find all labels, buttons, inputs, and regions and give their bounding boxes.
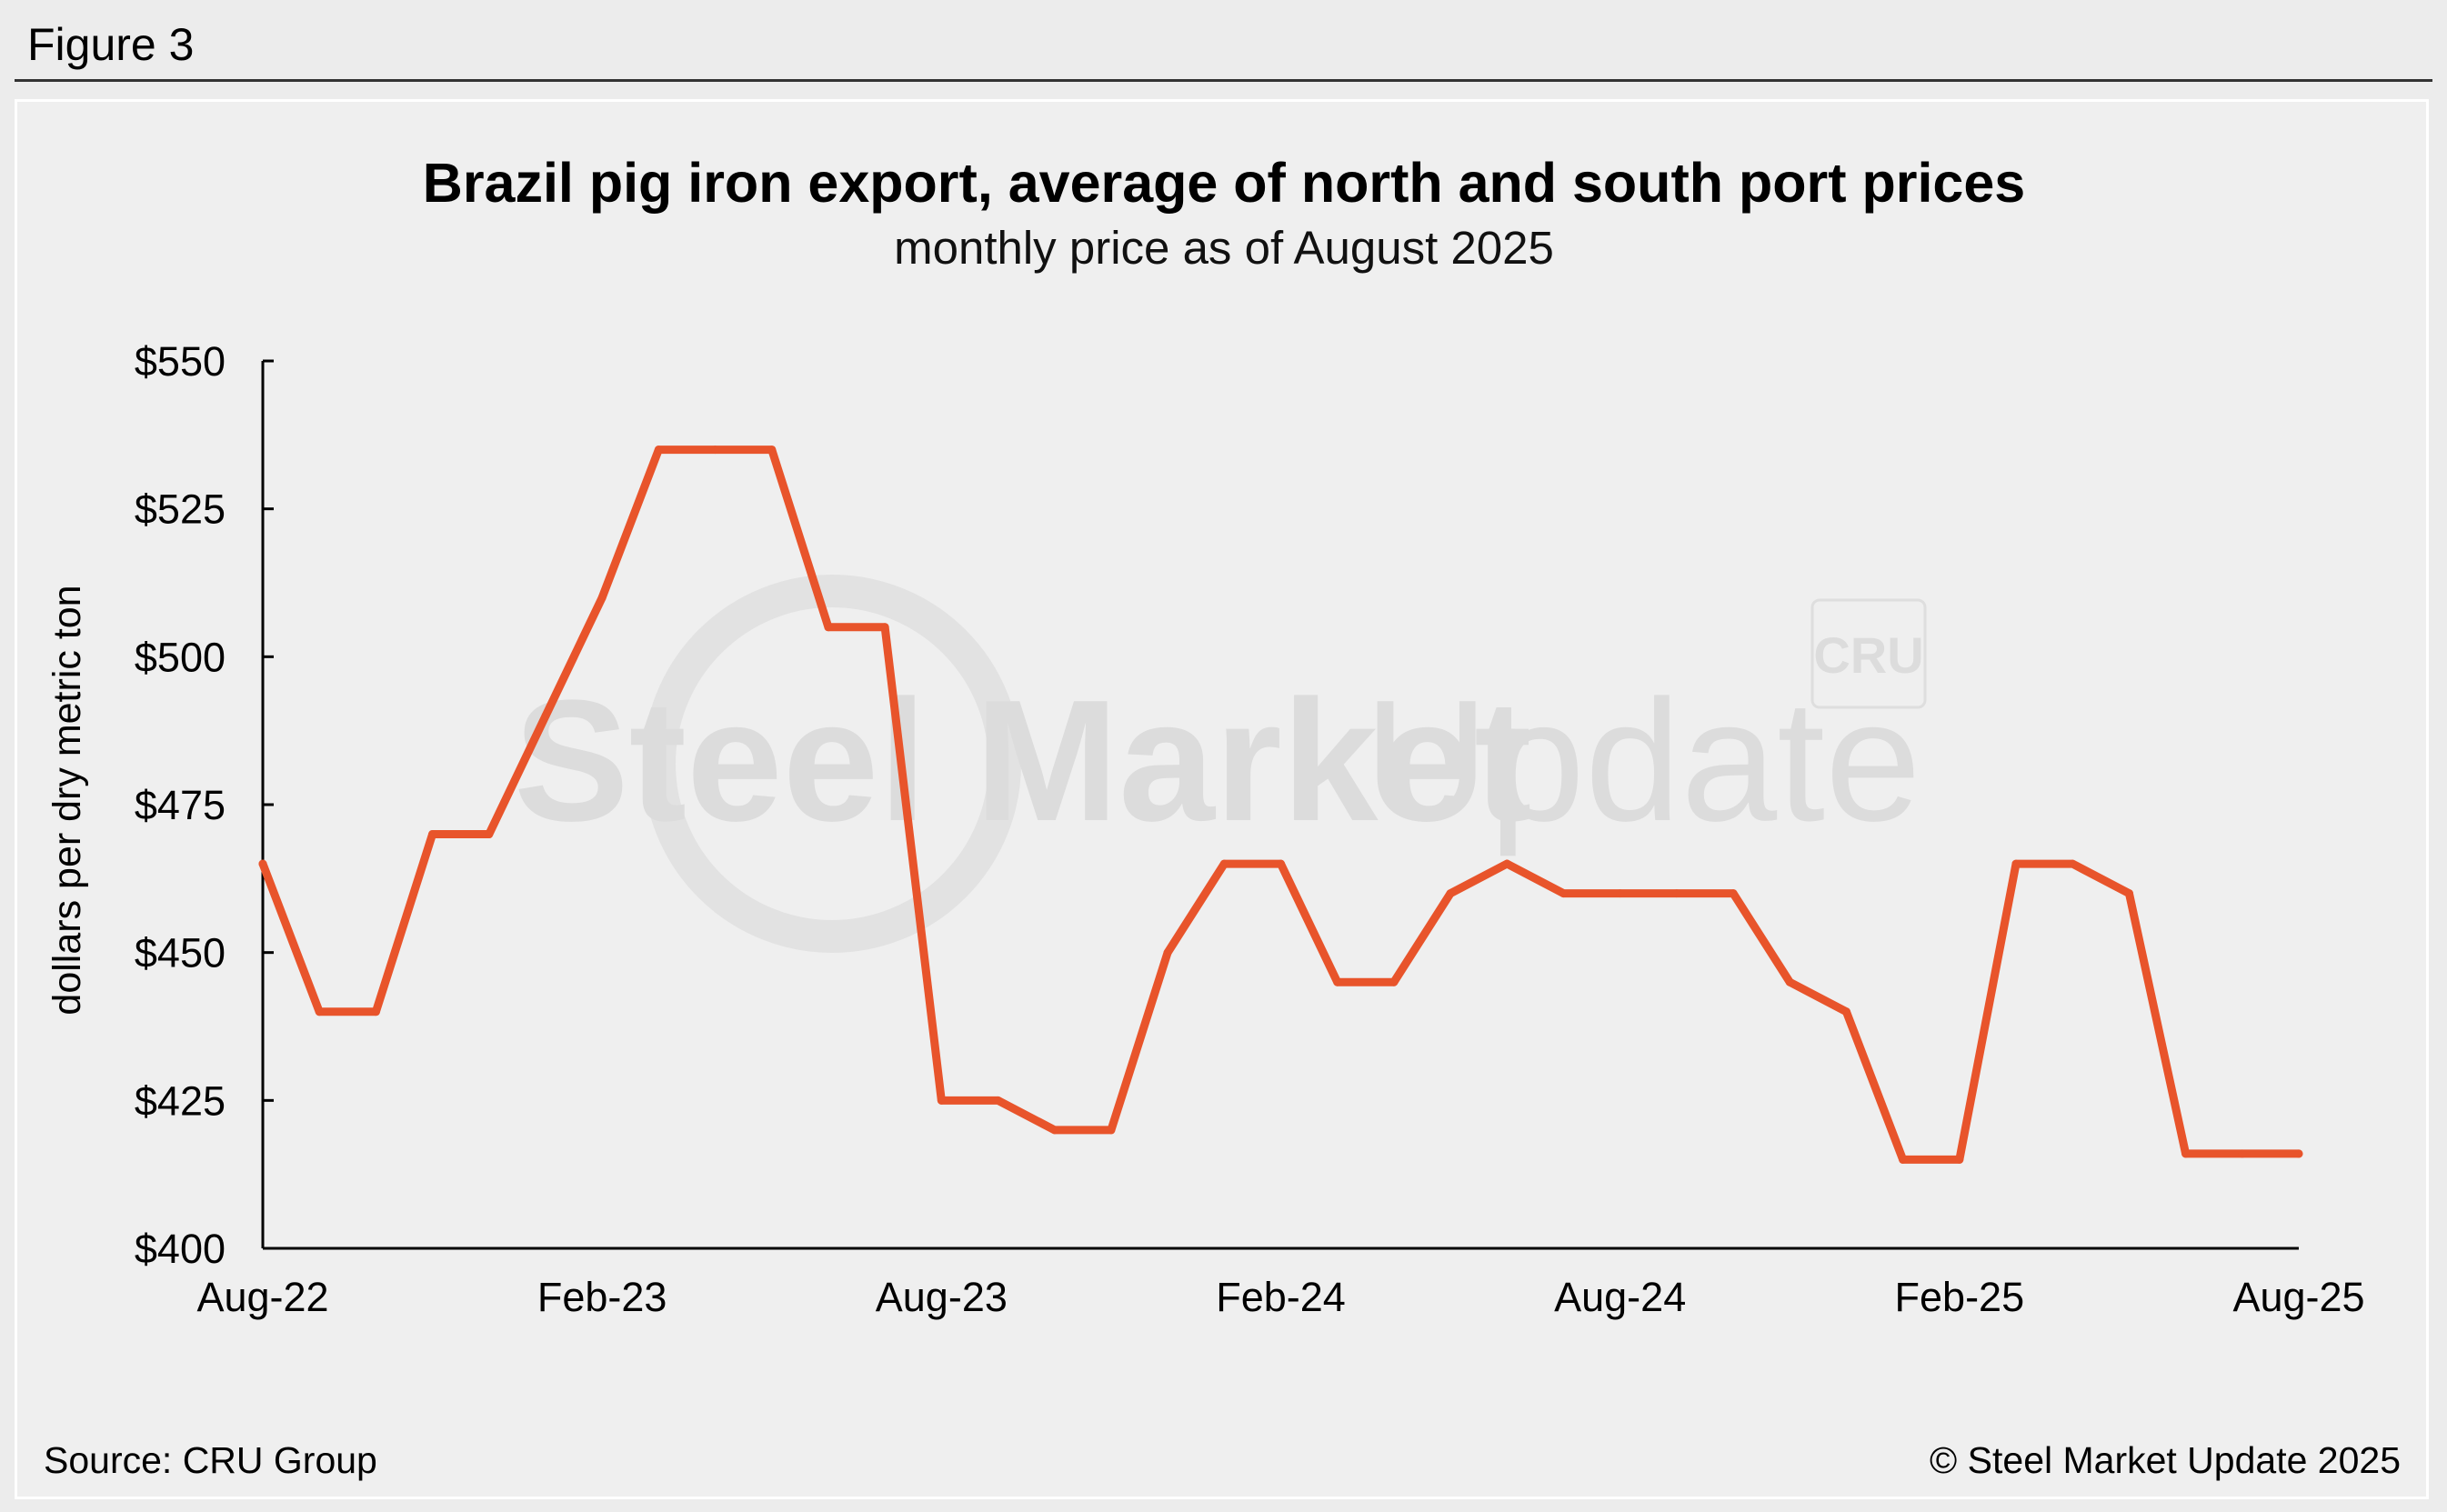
watermark-text-bold: Steel Market <box>514 665 1531 857</box>
x-tick-label: Aug-24 <box>1554 1274 1686 1320</box>
data-point <box>1219 859 1229 868</box>
watermark: Steel Market Update CRU <box>514 575 1927 953</box>
data-point <box>994 1096 1003 1105</box>
data-point <box>2011 859 2021 868</box>
data-point <box>1050 1126 1059 1135</box>
x-tick-label: Feb-23 <box>537 1274 667 1320</box>
x-tick-label: Feb-25 <box>1895 1274 2025 1320</box>
y-tick-label: $400 <box>135 1226 226 1272</box>
x-tick-label: Feb-24 <box>1216 1274 1346 1320</box>
y-tick-label: $450 <box>135 930 226 976</box>
data-point <box>711 446 720 455</box>
data-point <box>1672 889 1681 898</box>
y-tick-label: $425 <box>135 1077 226 1124</box>
data-point <box>1333 977 1342 986</box>
data-point <box>2181 1149 2191 1158</box>
data-point <box>2068 859 2077 868</box>
data-point <box>2238 1149 2247 1158</box>
data-point <box>1729 889 1738 898</box>
y-tick-label: $525 <box>135 486 226 533</box>
data-point <box>1841 1007 1850 1016</box>
y-tick-label: $500 <box>135 634 226 680</box>
x-tick-label: Aug-25 <box>2232 1274 2364 1320</box>
data-point <box>1899 1155 1908 1164</box>
data-point <box>1446 889 1455 898</box>
y-axis-ticks: $400 $425 $450 $475 $500 $525 $550 <box>135 338 274 1272</box>
watermark-text-light: Update <box>1364 665 1921 857</box>
data-point <box>1163 948 1172 957</box>
data-point <box>597 593 607 602</box>
x-tick-label: Aug-23 <box>876 1274 1008 1320</box>
y-axis-label: dollars per dry metric ton <box>45 585 89 1015</box>
y-tick-label: $550 <box>135 338 226 385</box>
data-point <box>371 1007 380 1016</box>
data-point <box>1785 977 1794 986</box>
data-point <box>654 446 663 455</box>
data-point <box>541 711 550 720</box>
data-point <box>1955 1155 1964 1164</box>
cru-logo-badge <box>1810 598 1927 709</box>
data-point <box>1559 889 1568 898</box>
data-point <box>1616 889 1625 898</box>
data-point <box>1107 1126 1116 1135</box>
x-tick-label: Aug-22 <box>196 1274 328 1320</box>
data-point <box>2124 889 2133 898</box>
series-group <box>258 446 2303 1164</box>
data-point <box>2294 1149 2303 1158</box>
copyright-note: © Steel Market Update 2025 <box>1930 1439 2401 1481</box>
watermark-ring <box>643 575 1021 953</box>
source-note: Source: CRU Group <box>44 1439 377 1481</box>
data-point <box>1502 859 1511 868</box>
data-point <box>1389 977 1399 986</box>
top-divider <box>15 79 2432 82</box>
y-tick-label: $475 <box>135 782 226 828</box>
data-point <box>428 830 437 839</box>
cru-logo-text: CRU <box>1813 626 1923 684</box>
data-point <box>767 446 777 455</box>
chart-title: Brazil pig iron export, average of north… <box>423 152 2025 214</box>
data-point <box>880 623 889 632</box>
data-point <box>1277 859 1285 868</box>
x-axis-ticks: Aug-22 Feb-23 Aug-23 Feb-24 Aug-24 Feb-25 Aug-… <box>196 1274 2364 1320</box>
chart-subtitle: monthly price as of August 2025 <box>894 222 1554 274</box>
data-point <box>485 830 494 839</box>
figure-label: Figure 3 <box>27 19 195 70</box>
data-point <box>315 1007 324 1016</box>
data-point <box>824 623 833 632</box>
chart-panel <box>15 99 2429 1499</box>
data-point <box>258 859 267 868</box>
data-point <box>937 1096 946 1105</box>
